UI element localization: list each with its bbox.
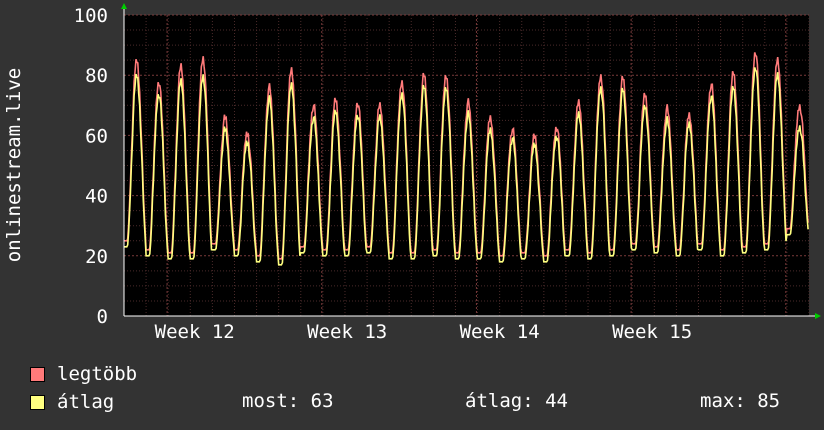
- x-tick-labels: Week 12 Week 13 Week 14 Week 15: [155, 321, 692, 343]
- y-axis-label: onlinestream.live: [3, 68, 25, 262]
- x-tick-label: Week 12: [155, 321, 235, 343]
- stat-average: átlag: 44: [465, 390, 568, 412]
- y-tick-label: 0: [97, 306, 108, 328]
- x-tick-label: Week 13: [307, 321, 387, 343]
- legend-item-avg: átlag: [30, 390, 114, 414]
- stat-max: max: 85: [700, 390, 781, 412]
- y-tick-label: 100: [74, 5, 108, 27]
- legend-label-max: legtöbb: [57, 363, 138, 385]
- x-tick-label: Week 14: [460, 321, 540, 343]
- y-axis-arrow-icon: [121, 3, 127, 9]
- y-tick-label: 80: [85, 65, 108, 87]
- y-tick-label: 20: [85, 246, 108, 268]
- y-tick-label: 40: [85, 186, 108, 208]
- legend-swatch-avg: [30, 394, 45, 410]
- legend-label-avg: átlag: [57, 391, 115, 413]
- x-tick-label: Week 15: [612, 321, 692, 343]
- stat-now: most: 63: [242, 390, 334, 412]
- legend-item-max: legtöbb: [30, 362, 137, 386]
- y-tick-labels: 0 20 40 60 80 100: [74, 5, 108, 328]
- x-axis-arrow-icon: [815, 313, 821, 319]
- y-tick-label: 60: [85, 125, 108, 147]
- series-line-avg: [124, 67, 809, 266]
- legend-swatch-max: [30, 366, 45, 382]
- axes: [121, 3, 821, 319]
